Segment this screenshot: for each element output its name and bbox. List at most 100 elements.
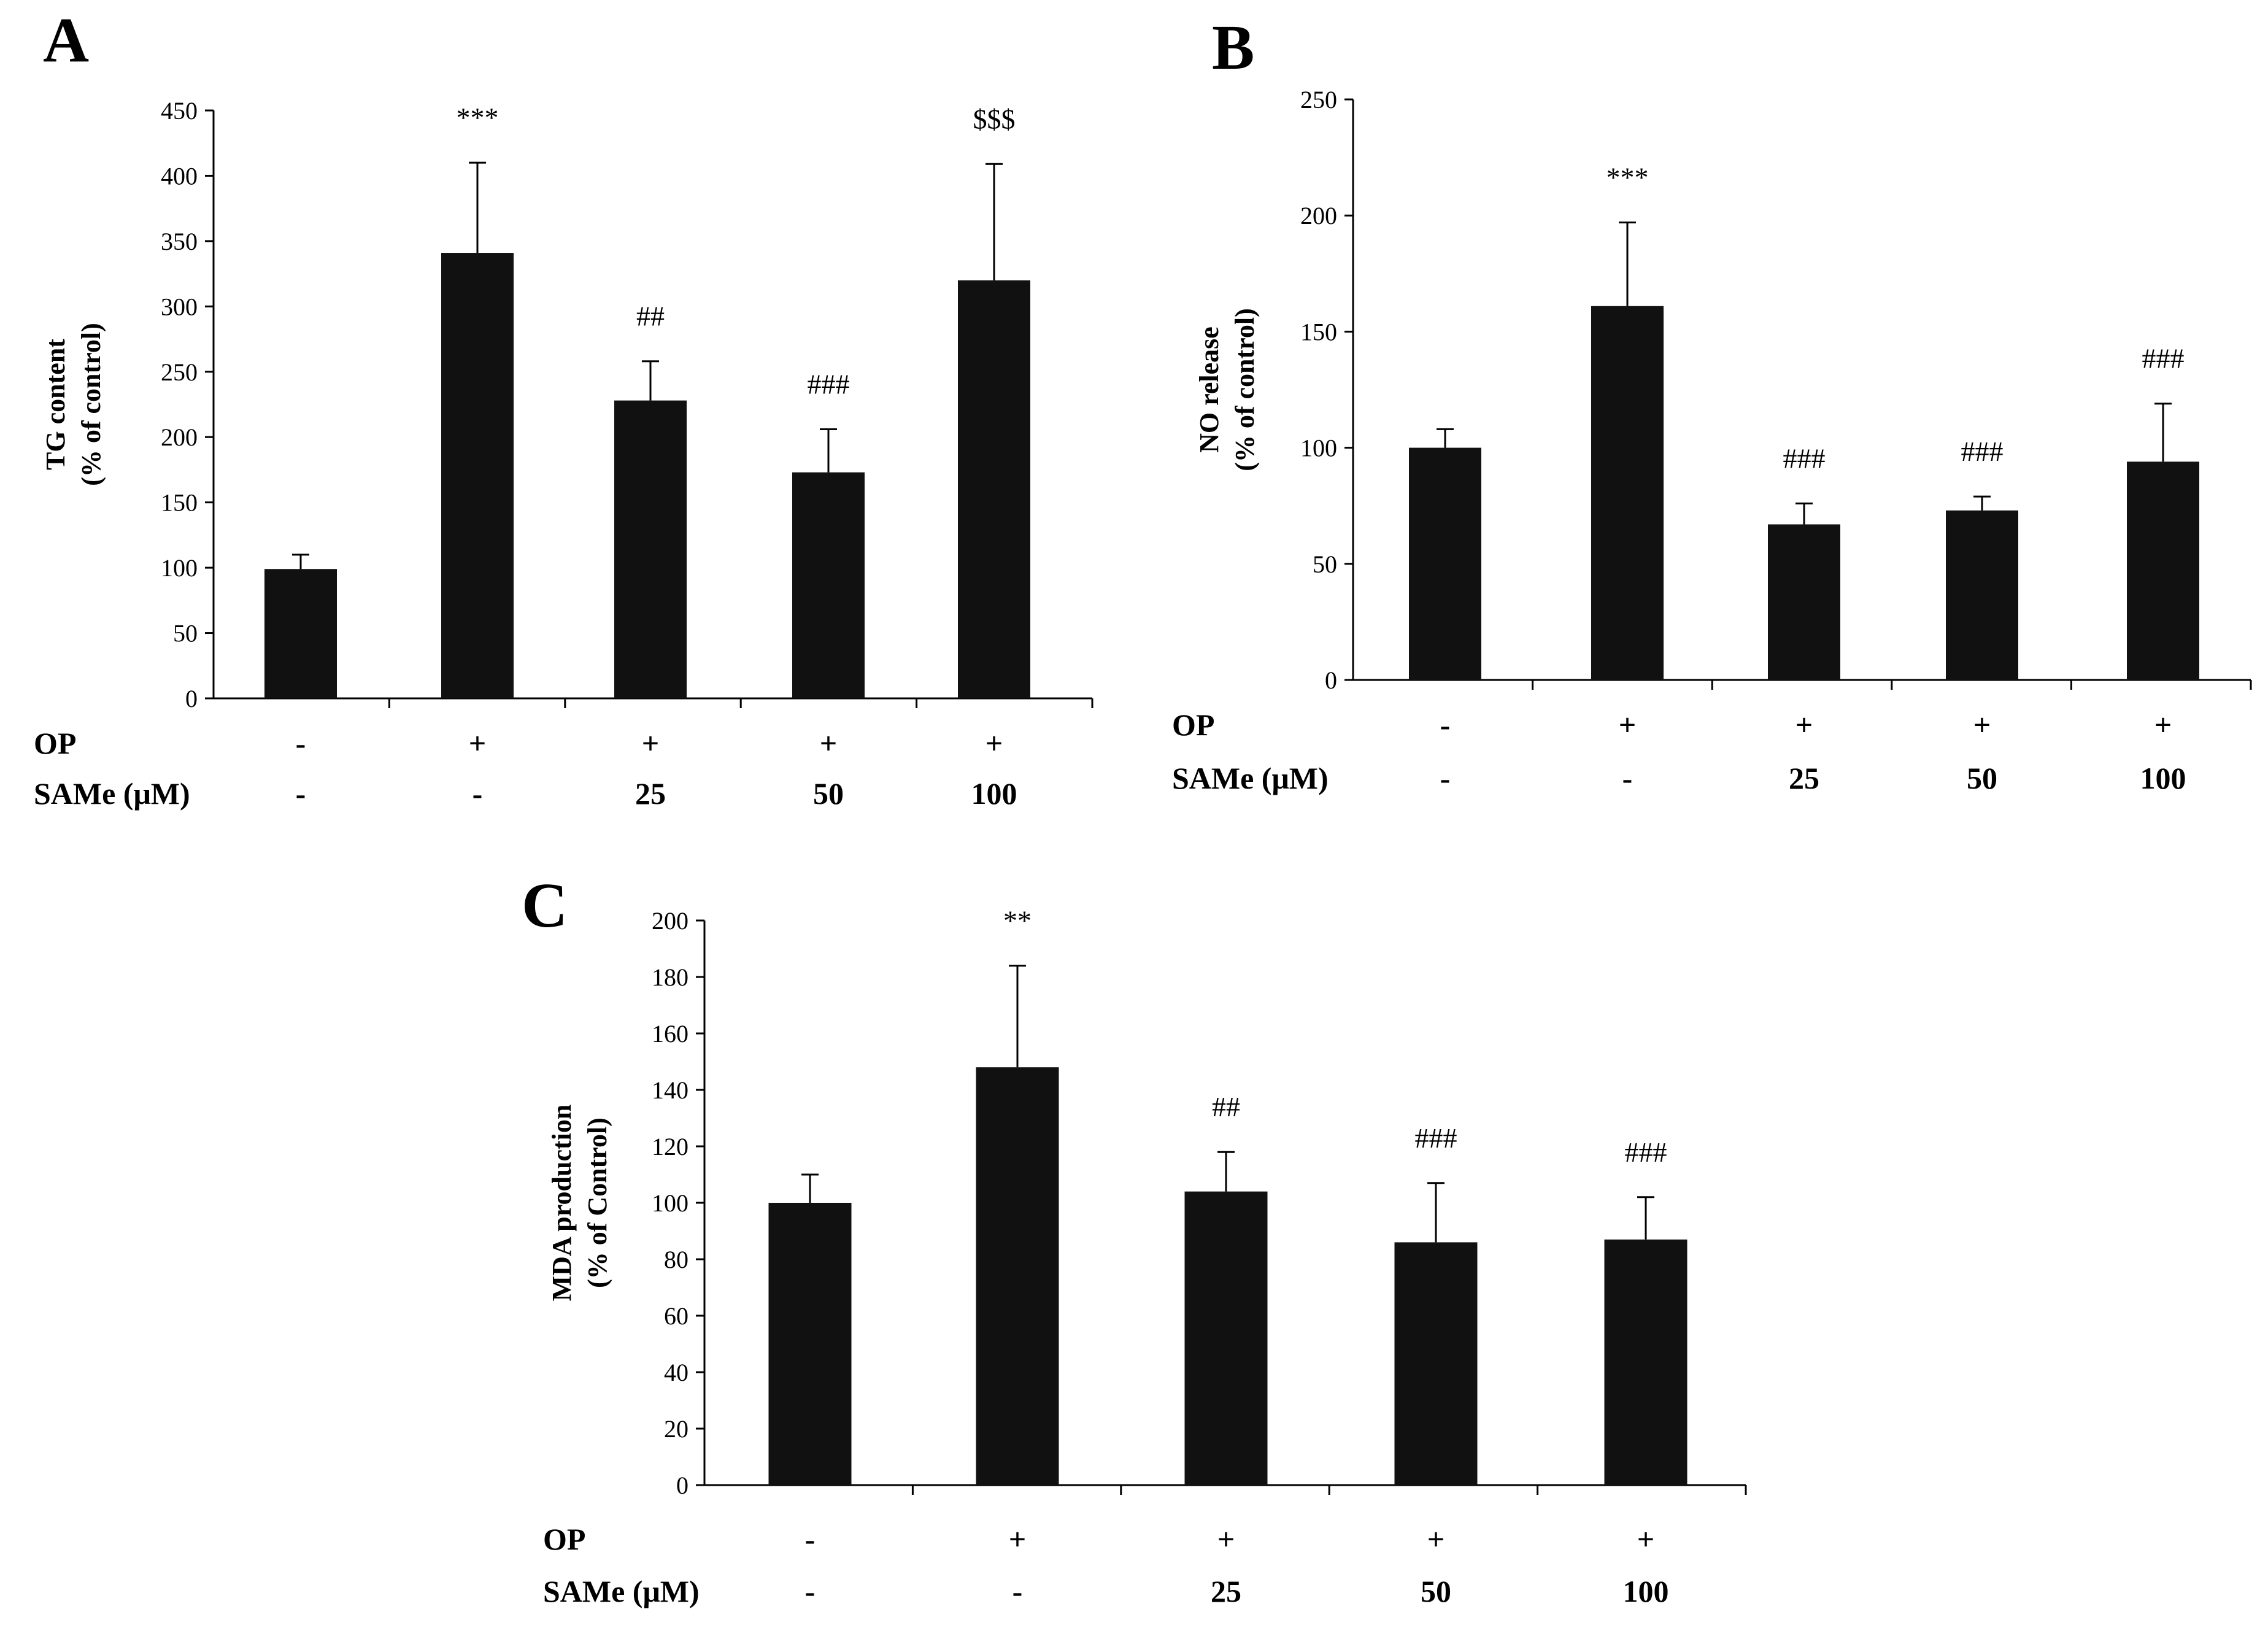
op-condition: + — [1009, 1522, 1027, 1556]
y-tick-label: 180 — [652, 963, 688, 991]
same-dose: 25 — [635, 776, 666, 811]
op-condition: + — [986, 726, 1003, 760]
bar — [2127, 461, 2199, 680]
bar — [976, 1067, 1059, 1485]
same-dose: 100 — [1623, 1574, 1669, 1608]
y-tick-label: 100 — [161, 554, 198, 582]
same-dose: 25 — [1789, 761, 1819, 795]
significance-marker: $$$ — [973, 103, 1016, 134]
y-tick-label: 50 — [1313, 550, 1337, 578]
y-tick-label: 0 — [676, 1472, 688, 1499]
significance-marker: ### — [1783, 442, 1826, 474]
op-condition: - — [1440, 708, 1451, 742]
bar — [1604, 1239, 1688, 1485]
y-tick-label: 0 — [185, 685, 198, 712]
panel-letter: A — [43, 5, 89, 75]
same-dose: - — [1012, 1574, 1023, 1608]
significance-marker: *** — [1606, 162, 1649, 193]
bar — [1768, 524, 1840, 680]
bar — [614, 400, 687, 698]
y-tick-label: 350 — [161, 228, 198, 255]
y-tick-label: 250 — [1300, 86, 1337, 114]
y-tick-label: 160 — [652, 1020, 688, 1048]
y-tick-label: 400 — [161, 162, 198, 190]
y-axis-label: TG content — [40, 339, 71, 470]
same-row-label: SAMe (μM) — [543, 1574, 700, 1608]
op-condition: - — [805, 1522, 816, 1556]
y-tick-label: 50 — [173, 620, 198, 647]
bar — [1394, 1242, 1478, 1485]
y-axis-label: (% of control) — [76, 323, 106, 486]
bar — [1409, 447, 1481, 680]
bar — [441, 253, 514, 698]
bar — [264, 569, 337, 698]
op-condition: + — [820, 726, 838, 760]
y-tick-label: 100 — [652, 1189, 688, 1217]
panel-letter: B — [1212, 12, 1254, 83]
significance-marker: ### — [2142, 343, 2185, 374]
y-tick-label: 250 — [161, 358, 198, 386]
same-dose: 100 — [2140, 761, 2186, 795]
op-condition: + — [1619, 708, 1637, 742]
y-tick-label: 20 — [664, 1415, 688, 1443]
same-dose: - — [1622, 761, 1633, 795]
same-dose: 50 — [1421, 1574, 1451, 1608]
op-row-label: OP — [34, 726, 76, 760]
same-dose: 25 — [1211, 1574, 1241, 1608]
bar — [768, 1203, 852, 1485]
same-dose: - — [472, 776, 483, 811]
y-axis-label: MDA production — [547, 1105, 577, 1302]
panel-A: A 0 50 100 150 200 250 300 350 400 450 TG content (%… — [34, 5, 1094, 811]
significance-marker: ### — [1625, 1137, 1667, 1168]
same-dose: 50 — [1967, 761, 1997, 795]
op-row-label: OP — [543, 1522, 585, 1556]
panel-B: B 0 50 100 150 200 250 NO release (% of control)… — [1172, 12, 2252, 795]
same-row-label: SAMe (μM) — [1172, 761, 1329, 795]
significance-marker: *** — [457, 102, 499, 133]
panel-letter: C — [522, 870, 568, 941]
same-row-label: SAMe (μM) — [34, 776, 190, 811]
y-tick-label: 60 — [664, 1302, 688, 1330]
op-row-label: OP — [1172, 708, 1214, 742]
op-condition: + — [1796, 708, 1813, 742]
op-condition: + — [1217, 1522, 1235, 1556]
same-dose: - — [296, 776, 306, 811]
y-tick-label: 450 — [161, 97, 198, 125]
same-dose: - — [1440, 761, 1451, 795]
bar — [1946, 510, 2018, 680]
y-axis-label: (% of Control) — [582, 1117, 612, 1288]
y-tick-label: 150 — [1300, 318, 1337, 345]
y-tick-label: 200 — [161, 423, 198, 451]
y-tick-label: 80 — [664, 1246, 688, 1273]
bar — [1591, 306, 1664, 680]
y-tick-label: 300 — [161, 293, 198, 320]
panel-C: C 0 20 40 60 80 100 120 140 160 180 200 MDA producti… — [522, 870, 1747, 1608]
op-condition: - — [296, 726, 306, 760]
y-tick-label: 200 — [652, 907, 688, 935]
op-condition: + — [2154, 708, 2172, 742]
y-tick-label: 100 — [1300, 434, 1337, 462]
y-tick-label: 200 — [1300, 202, 1337, 230]
same-dose: 100 — [971, 776, 1017, 811]
y-axis-label: (% of control) — [1230, 308, 1260, 471]
same-dose: - — [805, 1574, 816, 1608]
significance-marker: ### — [1961, 436, 2004, 467]
significance-marker: ## — [636, 301, 665, 332]
op-condition: + — [642, 726, 660, 760]
same-dose: 50 — [813, 776, 844, 811]
bar — [792, 472, 865, 698]
bar — [958, 280, 1030, 698]
op-condition: + — [1427, 1522, 1445, 1556]
y-tick-label: 140 — [652, 1076, 688, 1104]
y-tick-label: 150 — [161, 489, 198, 517]
significance-marker: ### — [1415, 1122, 1457, 1154]
op-condition: + — [469, 726, 487, 760]
y-tick-label: 40 — [664, 1359, 688, 1386]
significance-marker: ## — [1212, 1091, 1240, 1122]
op-condition: + — [1973, 708, 1991, 742]
bar — [1184, 1191, 1268, 1485]
op-condition: + — [1637, 1522, 1655, 1556]
significance-marker: ### — [808, 368, 850, 399]
significance-marker: ** — [1003, 905, 1032, 936]
